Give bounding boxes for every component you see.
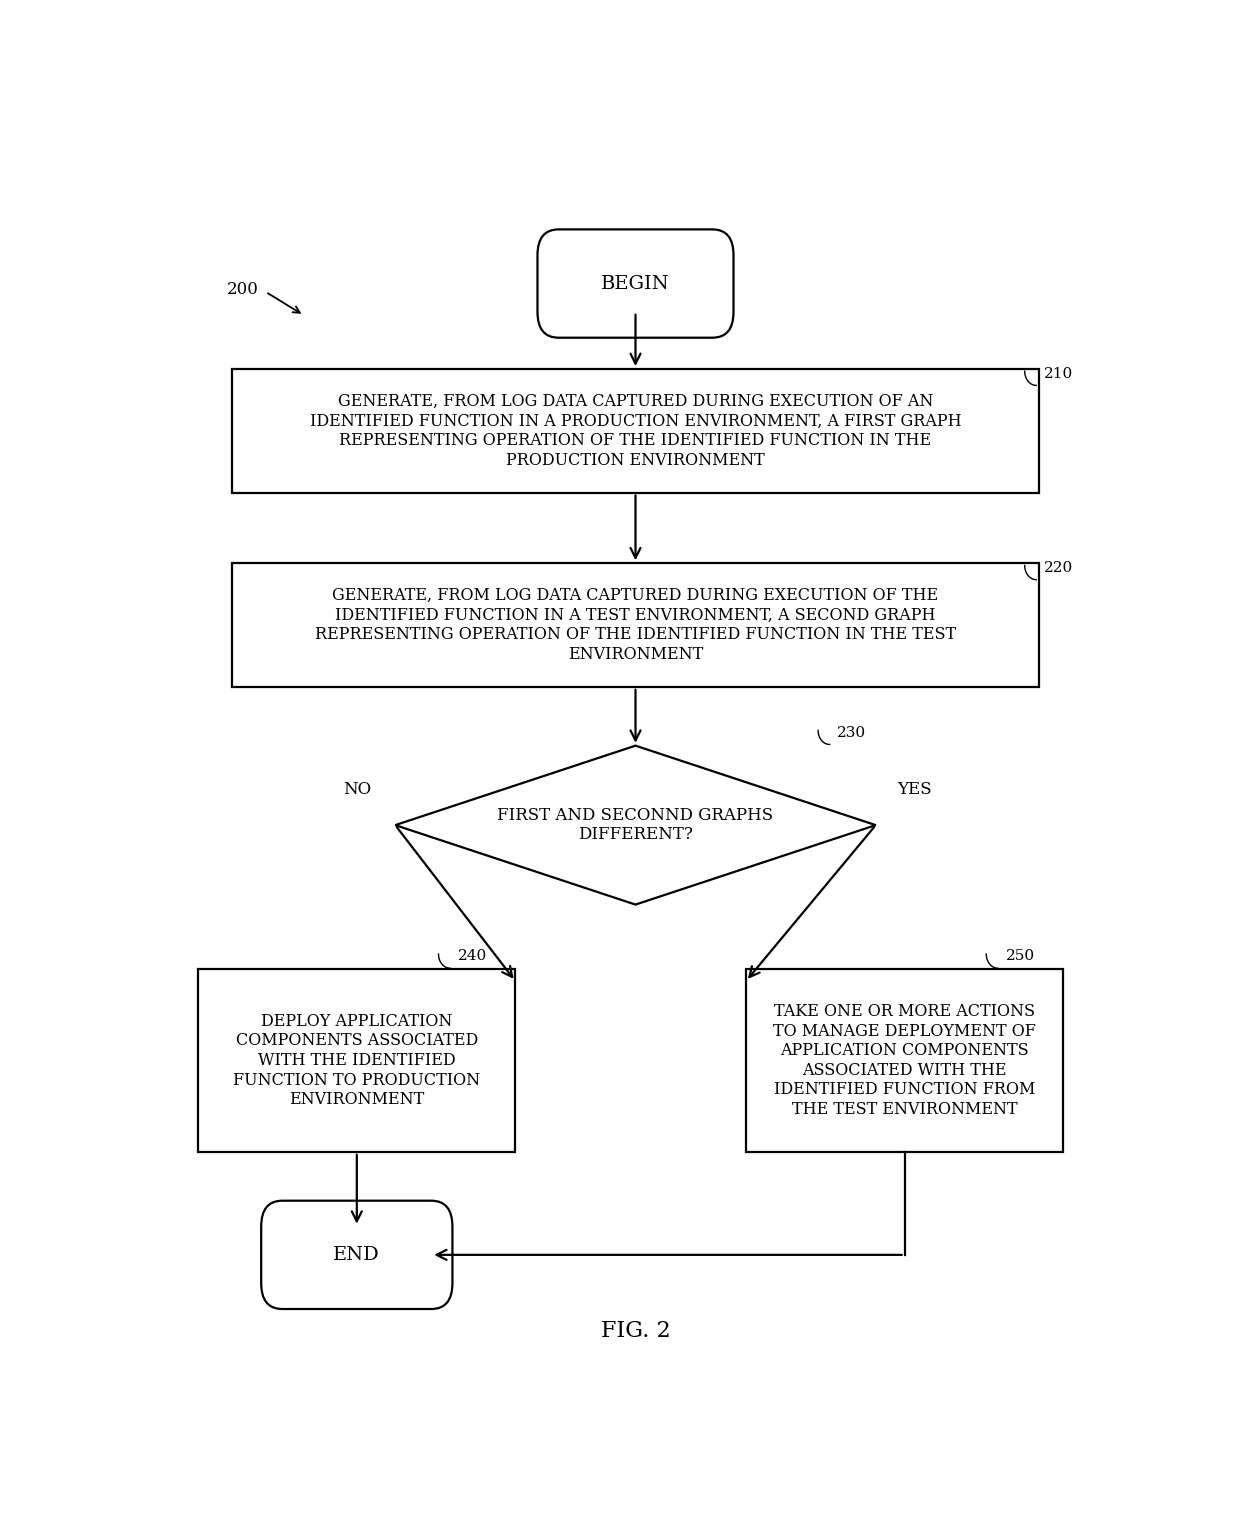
Text: BEGIN: BEGIN xyxy=(601,275,670,292)
Bar xyxy=(232,563,1039,687)
Text: YES: YES xyxy=(897,781,931,798)
Text: FIRST AND SECONND GRAPHS
DIFFERENT?: FIRST AND SECONND GRAPHS DIFFERENT? xyxy=(497,807,774,844)
Text: GENERATE, FROM LOG DATA CAPTURED DURING EXECUTION OF THE
IDENTIFIED FUNCTION IN : GENERATE, FROM LOG DATA CAPTURED DURING … xyxy=(315,587,956,664)
Text: DEPLOY APPLICATION
COMPONENTS ASSOCIATED
WITH THE IDENTIFIED
FUNCTION TO PRODUCT: DEPLOY APPLICATION COMPONENTS ASSOCIATED… xyxy=(233,1012,480,1109)
Polygon shape xyxy=(396,746,875,905)
FancyBboxPatch shape xyxy=(537,229,734,338)
Text: 250: 250 xyxy=(1006,950,1034,963)
Text: 210: 210 xyxy=(1044,367,1073,381)
Text: GENERATE, FROM LOG DATA CAPTURED DURING EXECUTION OF AN
IDENTIFIED FUNCTION IN A: GENERATE, FROM LOG DATA CAPTURED DURING … xyxy=(310,393,961,468)
Text: NO: NO xyxy=(342,781,371,798)
FancyBboxPatch shape xyxy=(262,1200,453,1309)
Text: FIG. 2: FIG. 2 xyxy=(600,1321,671,1342)
Bar xyxy=(198,969,516,1151)
Text: 220: 220 xyxy=(1044,561,1073,575)
Bar xyxy=(232,368,1039,492)
Text: 200: 200 xyxy=(227,281,259,298)
Text: 240: 240 xyxy=(458,950,487,963)
Text: END: END xyxy=(334,1246,381,1264)
Text: 230: 230 xyxy=(837,726,867,740)
Bar xyxy=(746,969,1063,1151)
Text: TAKE ONE OR MORE ACTIONS
TO MANAGE DEPLOYMENT OF
APPLICATION COMPONENTS
ASSOCIAT: TAKE ONE OR MORE ACTIONS TO MANAGE DEPLO… xyxy=(774,1003,1035,1118)
